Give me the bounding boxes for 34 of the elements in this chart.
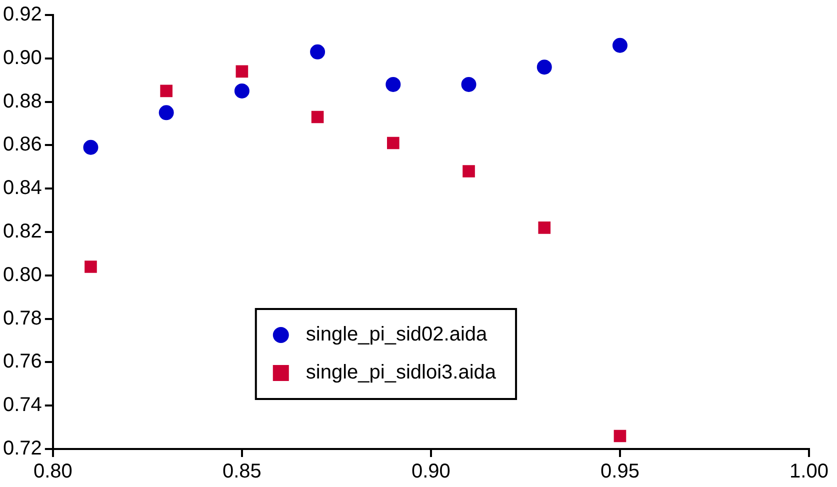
legend-label: single_pi_sidloi3.aida [306,362,497,384]
point [462,165,475,178]
point [84,260,97,273]
point [387,136,400,150]
y-tick-label: 0.76 [2,350,42,373]
point [612,38,628,53]
point [160,84,172,98]
y-tick-label: 0.78 [2,307,42,330]
point [538,222,551,234]
point [386,76,401,92]
point [311,110,324,124]
point [461,76,476,92]
y-tick-label: 0.74 [2,394,42,416]
point [614,430,626,442]
y-tick-label: 0.72 [2,438,42,460]
point [234,83,250,98]
x-tick-label: 0.90 [411,460,450,483]
point [83,140,98,155]
y-tick-label: 0.88 [2,90,42,112]
y-tick-label: 0.92 [2,4,42,26]
point [236,65,248,78]
x-tick-label: 0.85 [222,460,262,483]
y-tick-label: 0.80 [2,264,42,286]
legend-label: single_pi_sid02.aida [306,324,488,346]
point [158,105,174,120]
y-tick-label: 0.90 [2,46,42,69]
x-tick-label: 1.00 [790,460,828,483]
point [536,60,552,75]
x-tick-label: 0.95 [600,460,640,483]
x-tick-label: 0.80 [33,460,72,483]
y-tick-label: 0.84 [2,177,42,200]
y-tick-label: 0.86 [2,134,42,156]
point [310,44,326,60]
y-tick-label: 0.82 [2,220,42,243]
